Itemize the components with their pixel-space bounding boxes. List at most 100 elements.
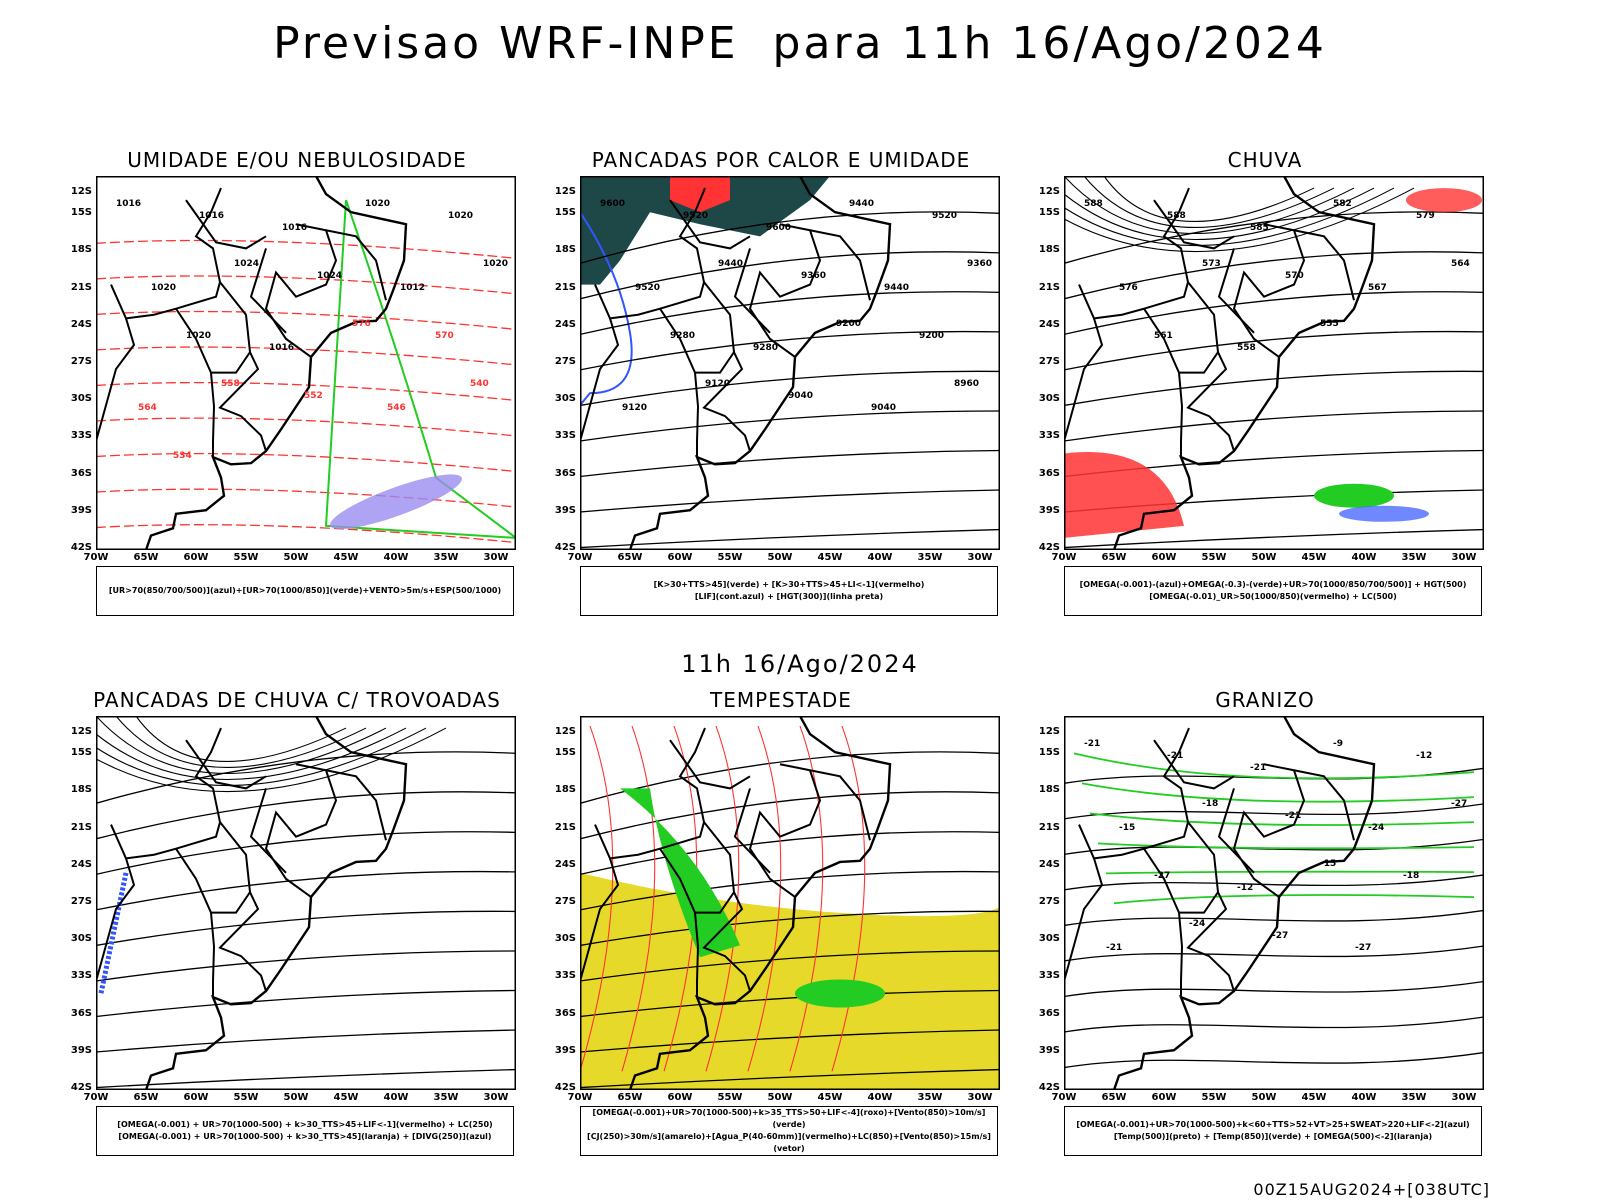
contour-line xyxy=(96,239,516,259)
contour-line xyxy=(96,791,516,840)
lat-tick-label: 27S xyxy=(554,356,576,367)
contour-line xyxy=(96,346,516,366)
panel-title: UMIDADE E/OU NEBULOSIDADE xyxy=(127,148,467,172)
contour-label: 9200 xyxy=(836,319,861,329)
contour-label: 564 xyxy=(1451,259,1470,269)
contour-line xyxy=(580,831,1000,876)
lat-tick-label: 12S xyxy=(70,186,92,197)
contour-label: 9120 xyxy=(622,403,647,413)
lat-tick-label: 15S xyxy=(1038,207,1060,219)
lat-tick-label: 12S xyxy=(554,726,576,737)
contour-label: -12 xyxy=(1416,751,1432,761)
lon-tick-label: 60W xyxy=(1151,552,1177,563)
contour-label: 9520 xyxy=(932,211,957,221)
streamline xyxy=(1064,176,1355,235)
contour-label: 588 xyxy=(1084,199,1103,209)
legend-box: [UR>70(850/700/500)](azul)+[UR>70(1000/8… xyxy=(96,566,514,616)
panel-title: CHUVA xyxy=(1227,148,1303,172)
contour-label: 558 xyxy=(1237,343,1256,353)
coastline xyxy=(1112,176,1376,550)
contour-line xyxy=(580,1068,1000,1089)
contour-label: 534 xyxy=(173,451,192,461)
lon-tick-label: 50W xyxy=(283,1092,309,1103)
contour-label: 1020 xyxy=(483,259,508,269)
country-border xyxy=(96,318,136,442)
contour-line xyxy=(1064,291,1484,336)
lat-tick-label: 21S xyxy=(1038,281,1060,293)
legend-box: [OMEGA(-0.001)+UR>70(1000-500)+k>35_TTS>… xyxy=(580,1106,998,1156)
contour-line xyxy=(96,950,516,982)
contour-line xyxy=(580,211,1000,264)
country-border xyxy=(264,763,338,898)
temp-850-contour xyxy=(1081,782,1475,803)
lat-tick-label: 27S xyxy=(70,896,92,907)
contour-label: -9 xyxy=(1333,739,1343,749)
country-border xyxy=(659,281,736,374)
lat-tick-label: 30S xyxy=(554,933,576,945)
contour-line xyxy=(1064,803,1484,820)
lat-tick-label: 15S xyxy=(554,207,576,219)
lat-tick-label: 21S xyxy=(70,821,92,833)
streamline xyxy=(1064,187,1395,247)
country-border xyxy=(733,248,771,334)
country-border xyxy=(1293,229,1355,301)
country-border xyxy=(325,769,387,841)
contour-label: 9600 xyxy=(766,223,791,233)
lon-tick-label: 55W xyxy=(1201,552,1227,563)
country-border xyxy=(185,199,267,250)
lon-tick-label: 45W xyxy=(817,552,843,563)
contour-label: 567 xyxy=(1368,283,1387,293)
country-border xyxy=(809,229,871,301)
country-border xyxy=(733,788,771,874)
contour-line xyxy=(96,831,516,876)
streamline xyxy=(115,716,367,768)
country-border xyxy=(669,739,751,790)
lat-tick-label: 27S xyxy=(70,356,92,367)
lon-tick-label: 65W xyxy=(1101,552,1127,563)
lon-tick-label: 35W xyxy=(917,552,943,563)
lat-tick-label: 39S xyxy=(1038,1044,1060,1056)
lon-tick-label: 40W xyxy=(1351,552,1377,563)
lon-tick-label: 30W xyxy=(1451,1092,1477,1103)
contour-line xyxy=(96,870,516,911)
legend-line: [OMEGA(-0.001)-(azul)+OMEGA(-0.3)-(verde… xyxy=(1079,580,1467,589)
contour-label: -21 xyxy=(1084,739,1100,749)
streamline xyxy=(747,725,782,1072)
contour-line xyxy=(1064,410,1484,442)
lon-tick-label: 65W xyxy=(617,552,643,563)
streamline xyxy=(135,716,347,762)
contour-line xyxy=(96,989,516,1018)
lon-tick-label: 45W xyxy=(1301,552,1327,563)
country-border xyxy=(1217,248,1255,334)
lon-tick-label: 30W xyxy=(483,552,509,563)
contour-label: -27 xyxy=(1451,799,1467,809)
lat-tick-label: 30S xyxy=(1038,393,1060,405)
lat-tick-label: 24S xyxy=(70,318,92,330)
contour-line xyxy=(96,1068,516,1089)
country-border xyxy=(669,199,751,250)
country-border xyxy=(694,372,700,458)
lat-tick-label: 24S xyxy=(554,318,576,330)
lat-tick-label: 33S xyxy=(70,430,92,442)
lon-tick-label: 50W xyxy=(1251,1092,1277,1103)
lon-tick-label: 70W xyxy=(1051,552,1077,563)
lon-tick-label: 70W xyxy=(1051,1092,1077,1103)
lat-tick-label: 33S xyxy=(554,970,576,982)
contour-line xyxy=(580,330,1000,371)
contour-label: 573 xyxy=(1202,259,1221,269)
contour-line xyxy=(1064,370,1484,407)
contour-line xyxy=(580,489,1000,513)
contour-label: 570 xyxy=(1285,271,1304,281)
contour-label: 1020 xyxy=(151,283,176,293)
contour-label: 552 xyxy=(304,391,323,401)
contour-line xyxy=(96,417,516,437)
lon-tick-label: 30W xyxy=(967,552,993,563)
streamline xyxy=(1064,187,1415,252)
lat-tick-label: 42S xyxy=(554,1082,576,1093)
lon-tick-label: 65W xyxy=(617,1092,643,1103)
lat-tick-label: 18S xyxy=(70,784,92,796)
lat-tick-label: 39S xyxy=(70,504,92,516)
map-chuva: 588 588 585 582 579 576 573 570 567 564 561 558 555 xyxy=(1064,176,1484,550)
country-border xyxy=(1232,763,1306,898)
legend-line: [LIF](cont.azul) + [HGT(300)](linha pret… xyxy=(694,592,884,601)
